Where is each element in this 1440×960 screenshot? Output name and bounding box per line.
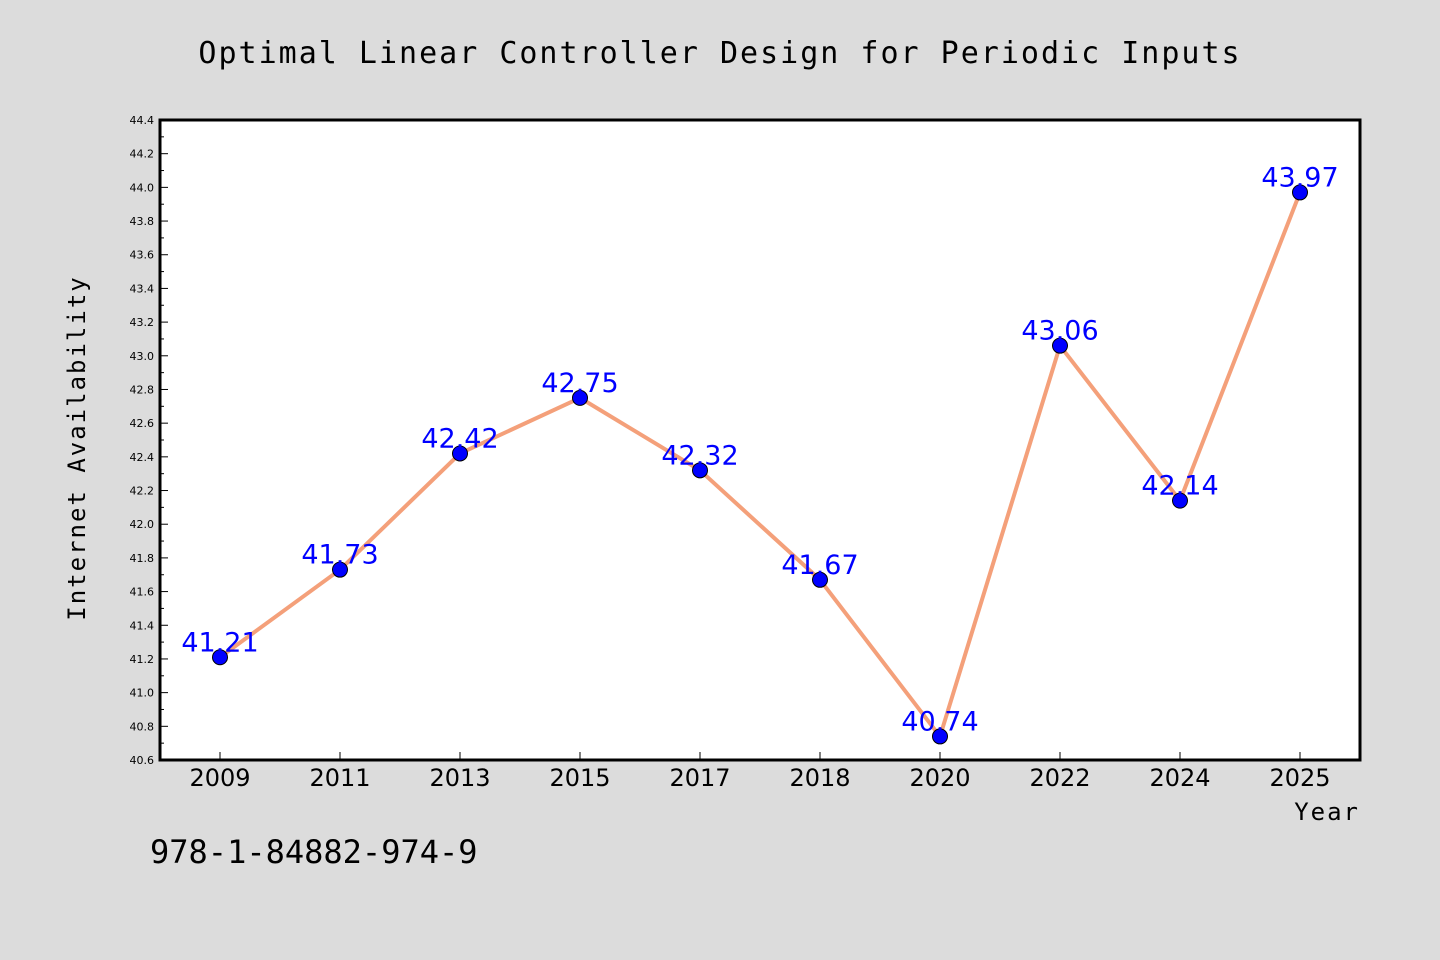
y-axis-label: Internet Availability [63, 275, 91, 620]
y-tick-label: 41.0 [130, 687, 155, 700]
data-label: 41.67 [781, 550, 858, 581]
series-line [218, 190, 1302, 739]
data-point-marker [452, 445, 468, 462]
y-tick-label: 43.2 [130, 316, 155, 329]
data-label: 43.06 [1021, 316, 1098, 347]
data-point-marker [932, 728, 948, 745]
y-axis-ticks: 40.6 40.8 41.0 41.2 41.4 41.6 41.8 42.0 42.2 42.4… [130, 114, 168, 767]
x-tick-label: 2024 [1149, 764, 1210, 792]
plot-area [160, 120, 1360, 760]
y-tick-label: 44.4 [130, 114, 155, 127]
data-label: 42.42 [421, 423, 498, 454]
data-label: 41.21 [181, 627, 258, 658]
y-tick-label: 41.6 [130, 586, 155, 599]
chart-title: Optimal Linear Controller Design for Per… [198, 36, 1241, 71]
x-tick-label: 2022 [1029, 764, 1090, 792]
y-tick-label: 40.6 [130, 754, 155, 767]
y-tick-label: 43.6 [130, 249, 155, 262]
x-axis-label: Year [1294, 798, 1360, 826]
y-tick-label: 42.4 [130, 451, 155, 464]
data-point-marker [1292, 184, 1308, 201]
data-point-marker [692, 462, 708, 479]
y-tick-label: 42.0 [130, 518, 155, 531]
x-tick-label: 2018 [789, 764, 850, 792]
data-point-marker [572, 389, 588, 406]
y-tick-label: 42.2 [130, 485, 155, 498]
y-tick-label: 42.8 [130, 383, 155, 396]
y-tick-label: 43.0 [130, 350, 155, 363]
x-tick-label: 2017 [669, 764, 730, 792]
data-point-marker [212, 649, 228, 666]
data-label: 42.32 [661, 440, 738, 471]
y-tick-label: 42.6 [130, 417, 155, 430]
y-tick-label: 41.4 [130, 619, 155, 632]
data-point-marker [1172, 492, 1188, 509]
x-tick-label: 2013 [429, 764, 490, 792]
y-tick-label: 43.8 [130, 215, 155, 228]
data-label: 40.74 [901, 706, 978, 737]
data-label: 42.75 [541, 368, 618, 399]
data-label: 42.14 [1141, 471, 1218, 502]
y-tick-label: 40.8 [130, 720, 155, 733]
data-point-marker [1052, 337, 1068, 354]
x-tick-label: 2015 [549, 764, 610, 792]
x-tick-label: 2009 [189, 764, 250, 792]
x-axis-ticks: 2009 2011 2013 2015 2017 2018 2020 2022 2024 2025 [189, 752, 1331, 792]
x-tick-label: 2025 [1269, 764, 1330, 792]
y-tick-label: 44.0 [130, 181, 155, 194]
series-layer: 41.21 41.73 42.42 42.75 42.32 41.67 40.74 43.06… [181, 162, 1339, 745]
data-point-marker [812, 571, 828, 588]
y-tick-label: 41.8 [130, 552, 155, 565]
data-point-marker [332, 561, 348, 578]
data-label: 43.97 [1261, 162, 1338, 193]
y-tick-label: 41.2 [130, 653, 155, 666]
data-label: 41.73 [301, 540, 378, 571]
isbn-caption: 978-1-84882-974-9 [150, 833, 478, 871]
x-tick-label: 2020 [909, 764, 970, 792]
y-tick-label: 43.4 [130, 282, 155, 295]
x-tick-label: 2011 [309, 764, 370, 792]
plot-frame [158, 118, 1362, 762]
y-tick-label: 44.2 [130, 148, 155, 161]
